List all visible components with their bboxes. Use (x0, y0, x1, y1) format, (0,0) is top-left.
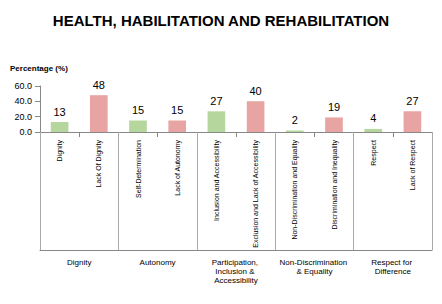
svg-text:Inclusion and Accessibility: Inclusion and Accessibility (213, 140, 221, 221)
svg-text:Lack of Autonomy: Lack of Autonomy (174, 140, 182, 196)
svg-text:40: 40 (249, 85, 261, 97)
svg-text:0.0: 0.0 (19, 127, 32, 137)
svg-text:27: 27 (210, 95, 222, 107)
svg-text:Respect for: Respect for (371, 258, 414, 267)
svg-text:Dignity: Dignity (56, 140, 64, 162)
svg-text:Discrimination and Inequality: Discrimination and Inequality (331, 140, 339, 230)
svg-text:& Equality: & Equality (296, 267, 332, 276)
svg-text:27: 27 (406, 95, 418, 107)
svg-text:48: 48 (93, 79, 105, 91)
svg-text:Percentage (%): Percentage (%) (10, 64, 68, 73)
svg-text:Respect: Respect (370, 140, 378, 166)
svg-text:Participation,: Participation, (212, 258, 260, 267)
svg-text:Lack of Respect: Lack of Respect (409, 140, 417, 190)
svg-text:13: 13 (53, 106, 65, 118)
svg-text:40.0: 40.0 (14, 96, 32, 106)
svg-text:2: 2 (292, 114, 298, 126)
svg-text:Dignity: Dignity (67, 258, 91, 267)
svg-text:60.0: 60.0 (14, 81, 32, 91)
svg-text:19: 19 (328, 101, 340, 113)
svg-text:Difference: Difference (375, 267, 412, 276)
svg-text:15: 15 (171, 104, 183, 116)
svg-text:HEALTH, HABILITATION AND REHAB: HEALTH, HABILITATION AND REHABILITATION (53, 12, 389, 29)
svg-text:Autonomy: Autonomy (140, 258, 176, 267)
svg-text:20.0: 20.0 (14, 112, 32, 122)
svg-text:Inclusion &: Inclusion & (215, 267, 256, 276)
svg-text:4: 4 (370, 112, 376, 124)
svg-text:Accessibility: Accessibility (214, 276, 258, 285)
svg-text:Self-Determination: Self-Determination (135, 140, 142, 198)
svg-text:Exclusion and Lack of Accessib: Exclusion and Lack of Accessibility (252, 140, 260, 248)
svg-text:Non-Discrimination: Non-Discrimination (280, 258, 350, 267)
svg-text:Lack Of Dignity: Lack Of Dignity (95, 140, 103, 188)
svg-text:Non-Discrimination and Equalit: Non-Discrimination and Equality (291, 140, 299, 240)
svg-text:15: 15 (132, 104, 144, 116)
